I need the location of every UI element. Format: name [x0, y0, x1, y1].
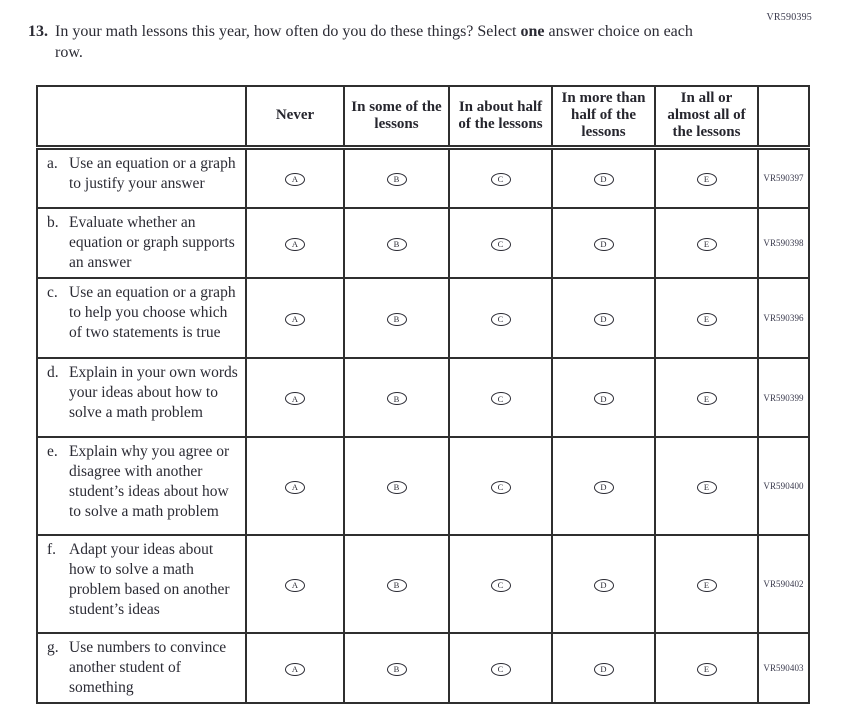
column-header-some: In some of the lessons — [343, 85, 450, 150]
row-text: Use numbers to convince another student … — [69, 639, 227, 696]
row-stem: a. Use an equation or a graph to justify… — [36, 146, 247, 209]
header-cell-code — [757, 85, 810, 150]
answer-bubble-c[interactable]: C — [490, 578, 511, 592]
column-header-about-half: In about half of the lessons — [448, 85, 553, 150]
answer-bubble-d[interactable]: D — [593, 392, 614, 406]
response-grid: Never In some of the lessons In about ha… — [36, 85, 810, 704]
row-stem: d. Explain in your own words your ideas … — [36, 357, 247, 438]
row-letter: b. — [47, 214, 59, 231]
table-row-e: e. Explain why you agree or disagree wit… — [36, 436, 810, 536]
row-text: Explain in your own words your ideas abo… — [69, 364, 238, 421]
row-stem: f. Adapt your ideas about how to solve a… — [36, 534, 247, 634]
question-text-bold: one — [520, 23, 545, 40]
row-code: VR590399 — [757, 357, 810, 438]
row-stem: b. Evaluate whether an equation or graph… — [36, 207, 247, 279]
answer-bubble-d[interactable]: D — [593, 480, 614, 494]
answer-bubble-c[interactable]: C — [490, 392, 511, 406]
row-stem: c. Use an equation or a graph to help yo… — [36, 277, 247, 359]
table-row-f: f. Adapt your ideas about how to solve a… — [36, 534, 810, 634]
answer-bubble-a[interactable]: A — [285, 480, 305, 494]
answer-bubble-b[interactable]: B — [386, 578, 407, 592]
table-row-b: b. Evaluate whether an equation or graph… — [36, 207, 810, 279]
header-cell-empty — [36, 85, 247, 150]
answer-bubble-b[interactable]: B — [386, 480, 407, 494]
row-text: Evaluate whether an equation or graph su… — [69, 214, 235, 271]
row-letter: e. — [47, 443, 58, 460]
row-letter: g. — [47, 639, 59, 656]
answer-bubble-c[interactable]: C — [490, 237, 511, 251]
page-code: VR590395 — [766, 12, 812, 23]
answer-bubble-a[interactable]: A — [285, 312, 305, 326]
answer-bubble-d[interactable]: D — [593, 173, 614, 186]
table-row-a: a. Use an equation or a graph to justify… — [36, 146, 810, 209]
answer-bubble-a[interactable]: A — [285, 662, 305, 676]
answer-bubble-b[interactable]: B — [386, 237, 407, 251]
row-stem: e. Explain why you agree or disagree wit… — [36, 436, 247, 536]
row-code: VR590400 — [757, 436, 810, 536]
answer-bubble-e[interactable]: E — [696, 312, 717, 326]
row-text: Use an equation or a graph to help you c… — [69, 284, 236, 341]
row-letter: d. — [47, 364, 59, 381]
question: 13. In your math lessons this year, how … — [28, 21, 728, 63]
row-code: VR590403 — [757, 632, 810, 704]
answer-bubble-e[interactable]: E — [696, 662, 717, 676]
answer-bubble-c[interactable]: C — [490, 312, 511, 326]
answer-bubble-a[interactable]: A — [285, 392, 305, 406]
table-row-c: c. Use an equation or a graph to help yo… — [36, 277, 810, 359]
row-letter: c. — [47, 284, 58, 301]
row-text: Explain why you agree or disagree with a… — [69, 443, 230, 520]
row-text: Use an equation or a graph to justify yo… — [69, 154, 236, 192]
answer-bubble-d[interactable]: D — [593, 237, 614, 251]
answer-bubble-e[interactable]: E — [696, 237, 717, 251]
table-row-d: d. Explain in your own words your ideas … — [36, 357, 810, 438]
row-letter: a. — [47, 154, 58, 172]
question-text-part2: answer choice on each row. — [55, 23, 693, 61]
question-text: In your math lessons this year, how ofte… — [55, 21, 715, 63]
row-letter: f. — [47, 541, 57, 558]
row-stem: g. Use numbers to convince another stude… — [36, 632, 247, 704]
answer-bubble-b[interactable]: B — [386, 173, 407, 186]
answer-bubble-e[interactable]: E — [696, 392, 717, 406]
row-code: VR590402 — [757, 534, 810, 634]
answer-bubble-b[interactable]: B — [386, 392, 407, 406]
column-header-all: In all or almost all of the lessons — [654, 85, 759, 150]
answer-bubble-a[interactable]: A — [285, 173, 305, 186]
answer-bubble-e[interactable]: E — [696, 578, 717, 592]
answer-bubble-a[interactable]: A — [285, 578, 305, 592]
answer-bubble-c[interactable]: C — [490, 662, 511, 676]
row-code: VR590396 — [757, 277, 810, 359]
answer-bubble-e[interactable]: E — [696, 480, 717, 494]
column-header-more-than-half: In more than half of the lessons — [551, 85, 656, 150]
header-row: Never In some of the lessons In about ha… — [36, 85, 810, 150]
answer-bubble-d[interactable]: D — [593, 312, 614, 326]
question-number: 13. — [28, 23, 48, 40]
answer-bubble-b[interactable]: B — [386, 312, 407, 326]
answer-bubble-d[interactable]: D — [593, 662, 614, 676]
row-code: VR590398 — [757, 207, 810, 279]
answer-bubble-c[interactable]: C — [490, 480, 511, 494]
answer-bubble-d[interactable]: D — [593, 578, 614, 592]
answer-bubble-c[interactable]: C — [490, 173, 511, 186]
column-header-never: Never — [245, 85, 345, 150]
row-text: Adapt your ideas about how to solve a ma… — [69, 541, 230, 618]
answer-bubble-a[interactable]: A — [285, 237, 305, 251]
row-code: VR590397 — [757, 146, 810, 209]
question-text-part1: In your math lessons this year, how ofte… — [55, 23, 521, 40]
answer-bubble-e[interactable]: E — [696, 173, 717, 186]
table-row-g: g. Use numbers to convince another stude… — [36, 632, 810, 704]
answer-bubble-b[interactable]: B — [386, 662, 407, 676]
